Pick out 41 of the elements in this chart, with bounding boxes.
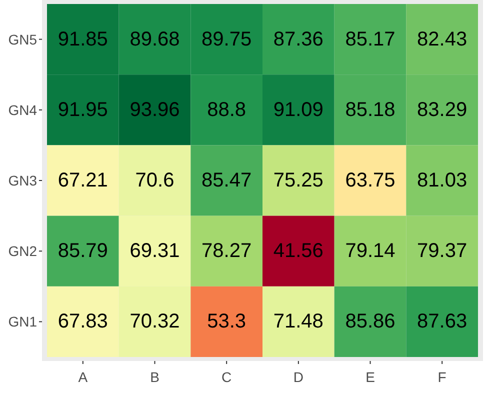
y-tick-label: GN5 — [8, 31, 38, 48]
x-tick-label: F — [438, 369, 446, 385]
data-label: 63.75 — [345, 170, 396, 192]
y-tick-label: GN1 — [8, 314, 38, 330]
data-label: 69.31 — [130, 240, 180, 262]
x-tick-label: B — [150, 369, 160, 385]
data-label: 70.32 — [130, 310, 180, 333]
data-label: 85.79 — [58, 240, 108, 262]
data-label: 91.09 — [273, 98, 324, 121]
x-tick-label: A — [78, 369, 88, 385]
x-tick-label: D — [293, 369, 304, 385]
data-label: 88.8 — [207, 98, 246, 121]
data-label: 53.3 — [207, 310, 246, 333]
data-label: 67.21 — [58, 170, 108, 192]
x-tick-label: C — [222, 369, 232, 385]
data-label: 70.6 — [135, 170, 174, 192]
data-label: 75.25 — [273, 170, 324, 192]
data-label: 79.14 — [345, 240, 396, 262]
data-label: 67.83 — [58, 310, 108, 333]
data-label: 87.63 — [417, 310, 468, 333]
data-label: 85.47 — [202, 170, 252, 192]
data-label: 79.37 — [417, 240, 468, 262]
data-label: 85.17 — [345, 28, 396, 50]
data-label: 91.95 — [58, 98, 108, 121]
data-label: 81.03 — [417, 170, 468, 192]
data-label: 71.48 — [273, 310, 324, 333]
data-label: 93.96 — [130, 98, 180, 121]
y-tick-label: GN3 — [8, 172, 38, 188]
data-label: 85.18 — [345, 98, 396, 121]
data-label: 87.36 — [273, 28, 324, 50]
y-tick-label: GN2 — [8, 243, 38, 260]
data-label: 89.75 — [202, 28, 252, 50]
data-label: 89.68 — [130, 28, 180, 50]
y-tick-label: GN4 — [8, 102, 38, 118]
data-label: 85.86 — [345, 310, 396, 333]
data-label: 41.56 — [273, 240, 324, 262]
x-tick-label: E — [366, 369, 375, 385]
data-label: 83.29 — [417, 98, 468, 121]
data-label: 82.43 — [417, 28, 468, 50]
data-label: 78.27 — [202, 240, 252, 262]
data-label: 91.85 — [58, 28, 108, 50]
